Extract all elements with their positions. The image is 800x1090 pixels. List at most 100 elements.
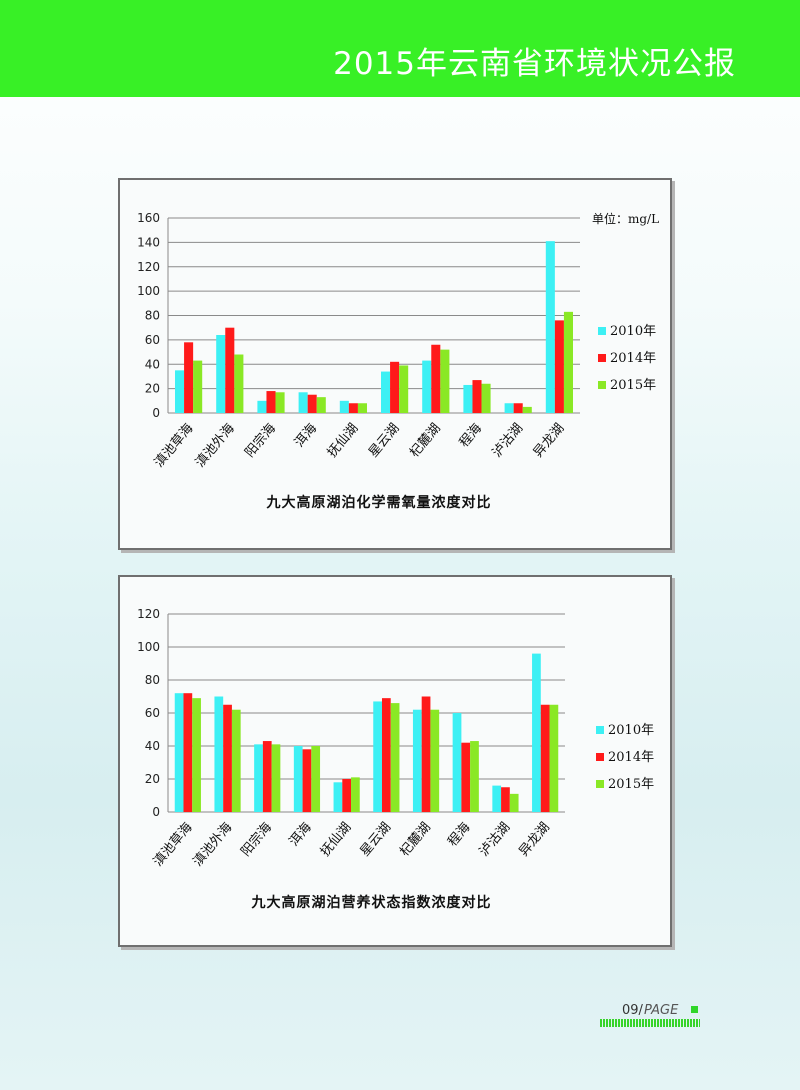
bar-cod-2014年-抚仙湖 (348, 403, 358, 413)
bar-tsi-2010年-滇池外海 (214, 696, 224, 812)
bar-cod-2015年-程海 (481, 383, 491, 413)
page-number-value: 09 (622, 1003, 639, 1018)
y-tick-label: 60 (145, 706, 160, 720)
chart-title: 九大高原湖泊化学需氧量浓度对比 (266, 494, 492, 511)
bar-tsi-2010年-杞麓湖 (412, 709, 422, 812)
category-label: 星云湖 (366, 421, 403, 461)
category-label: 泸沽湖 (477, 820, 514, 860)
category-label: 异龙湖 (516, 820, 553, 860)
footer-stripe-bar (600, 1019, 700, 1027)
bar-cod-2014年-阳宗海 (266, 391, 276, 413)
bar-cod-2010年-洱海 (298, 392, 308, 413)
bar-cod-2014年-杞麓湖 (431, 344, 441, 413)
bar-tsi-2015年-洱海 (311, 746, 321, 812)
category-label: 抚仙湖 (325, 421, 362, 461)
bar-tsi-2010年-洱海 (293, 746, 303, 812)
y-tick-label: 140 (137, 235, 160, 249)
category-label: 程海 (457, 421, 485, 451)
bar-cod-2015年-滇池草海 (193, 360, 203, 413)
bar-tsi-2014年-滇池外海 (223, 704, 232, 812)
bar-cod-2015年-抚仙湖 (357, 403, 367, 413)
bar-cod-2010年-程海 (463, 384, 473, 413)
bar-cod-2010年-星云湖 (381, 371, 391, 413)
bar-cod-2010年-泸沽湖 (504, 403, 514, 413)
category-label: 阳宗海 (242, 420, 279, 460)
bar-cod-2015年-洱海 (316, 397, 326, 413)
bar-tsi-2010年-星云湖 (373, 701, 382, 812)
y-tick-label: 80 (145, 673, 160, 687)
bar-cod-2015年-星云湖 (399, 365, 409, 413)
bar-cod-2010年-滇池草海 (175, 370, 185, 413)
legend-swatch (598, 354, 606, 362)
bar-cod-2015年-阳宗海 (275, 392, 285, 413)
category-label: 滇池外海 (190, 820, 235, 869)
bar-tsi-2015年-泸沽湖 (509, 793, 519, 812)
y-tick-label: 60 (145, 333, 160, 347)
legend-label: 2014年 (608, 750, 654, 765)
legend-label: 2015年 (610, 378, 656, 393)
bar-tsi-2014年-星云湖 (381, 698, 391, 812)
legend-label: 2010年 (608, 723, 654, 738)
bar-tsi-2014年-杞麓湖 (421, 696, 431, 812)
category-label: 洱海 (292, 421, 320, 451)
bar-tsi-2015年-抚仙湖 (351, 777, 360, 812)
legend-swatch (596, 753, 604, 761)
bar-tsi-2010年-抚仙湖 (333, 782, 343, 812)
bar-tsi-2014年-异龙湖 (540, 704, 550, 812)
page-number: 09/PAGE (622, 1003, 678, 1018)
y-tick-label: 100 (137, 284, 160, 298)
bar-cod-2010年-异龙湖 (545, 241, 555, 413)
y-tick-label: 0 (152, 406, 160, 420)
category-label: 抚仙湖 (318, 820, 355, 860)
bar-cod-2010年-滇池外海 (216, 335, 226, 413)
legend-label: 2014年 (610, 351, 656, 366)
bar-tsi-2010年-异龙湖 (532, 653, 541, 812)
trophic-index-chart: 0 20 40 60 80 100 120 滇池草海滇池外海 阳宗海 洱海 抚仙湖 星云湖 杞麓湖 程海泸… (137, 607, 654, 911)
legend-label: 2010年 (610, 324, 656, 339)
y-tick-label: 0 (152, 805, 160, 819)
bar-tsi-2015年-滇池草海 (192, 698, 201, 812)
bar-cod-2014年-星云湖 (390, 361, 400, 413)
y-tick-label: 20 (145, 772, 160, 786)
bar-tsi-2015年-星云湖 (390, 703, 400, 812)
cod-chart-panel: 0 20 40 60 80 100 120 140 160 滇池草海 滇池外海 阳宗海 洱海 抚仙湖 星云湖… (118, 178, 672, 550)
category-label: 泸沽湖 (490, 421, 527, 461)
category-label: 滇池草海 (152, 421, 197, 470)
bar-tsi-2014年-滇池草海 (183, 693, 193, 812)
bar-cod-2015年-泸沽湖 (522, 406, 532, 413)
bar-tsi-2014年-抚仙湖 (342, 779, 352, 812)
bar-cod-2015年-滇池外海 (234, 354, 244, 413)
bar-cod-2014年-洱海 (307, 394, 317, 413)
bar-tsi-2014年-洱海 (302, 749, 312, 812)
category-label: 滇池草海 (151, 820, 196, 869)
page-header: 2015年云南省环境状况公报 (0, 0, 800, 97)
bar-tsi-2015年-滇池外海 (231, 709, 241, 812)
legend-swatch (596, 780, 604, 788)
bar-tsi-2010年-泸沽湖 (492, 785, 502, 812)
y-tick-label: 120 (137, 607, 160, 621)
bar-cod-2014年-泸沽湖 (513, 403, 523, 413)
page-slash: / (638, 1003, 643, 1018)
footer-square-mark (691, 1006, 698, 1013)
legend-label: 2015年 (608, 777, 654, 792)
category-label: 洱海 (287, 820, 315, 850)
bar-tsi-2015年-阳宗海 (271, 744, 281, 812)
bar-tsi-2014年-程海 (461, 742, 471, 812)
bar-tsi-2014年-阳宗海 (262, 741, 272, 812)
report-title: 2015年云南省环境状况公报 (333, 46, 736, 82)
legend-swatch (598, 381, 606, 389)
bar-tsi-2015年-异龙湖 (549, 704, 559, 812)
page-label: PAGE (643, 1003, 679, 1018)
bar-tsi-2010年-程海 (452, 713, 462, 812)
category-label: 程海 (445, 820, 473, 850)
y-tick-label: 80 (145, 309, 160, 323)
bar-tsi-2010年-阳宗海 (254, 744, 263, 812)
bar-tsi-2015年-杞麓湖 (430, 709, 440, 812)
y-tick-label: 40 (145, 357, 160, 371)
bar-tsi-2010年-滇池草海 (174, 693, 184, 812)
category-label: 杞麓湖 (407, 421, 444, 461)
chart-title: 九大高原湖泊营养状态指数浓度对比 (251, 894, 492, 911)
trophic-index-chart-panel: 0 20 40 60 80 100 120 滇池草海 滇池外海 阳宗海 洱海 抚仙湖 星云湖 杞麓湖 程海泸… (118, 575, 672, 947)
bar-cod-2010年-抚仙湖 (339, 400, 349, 413)
